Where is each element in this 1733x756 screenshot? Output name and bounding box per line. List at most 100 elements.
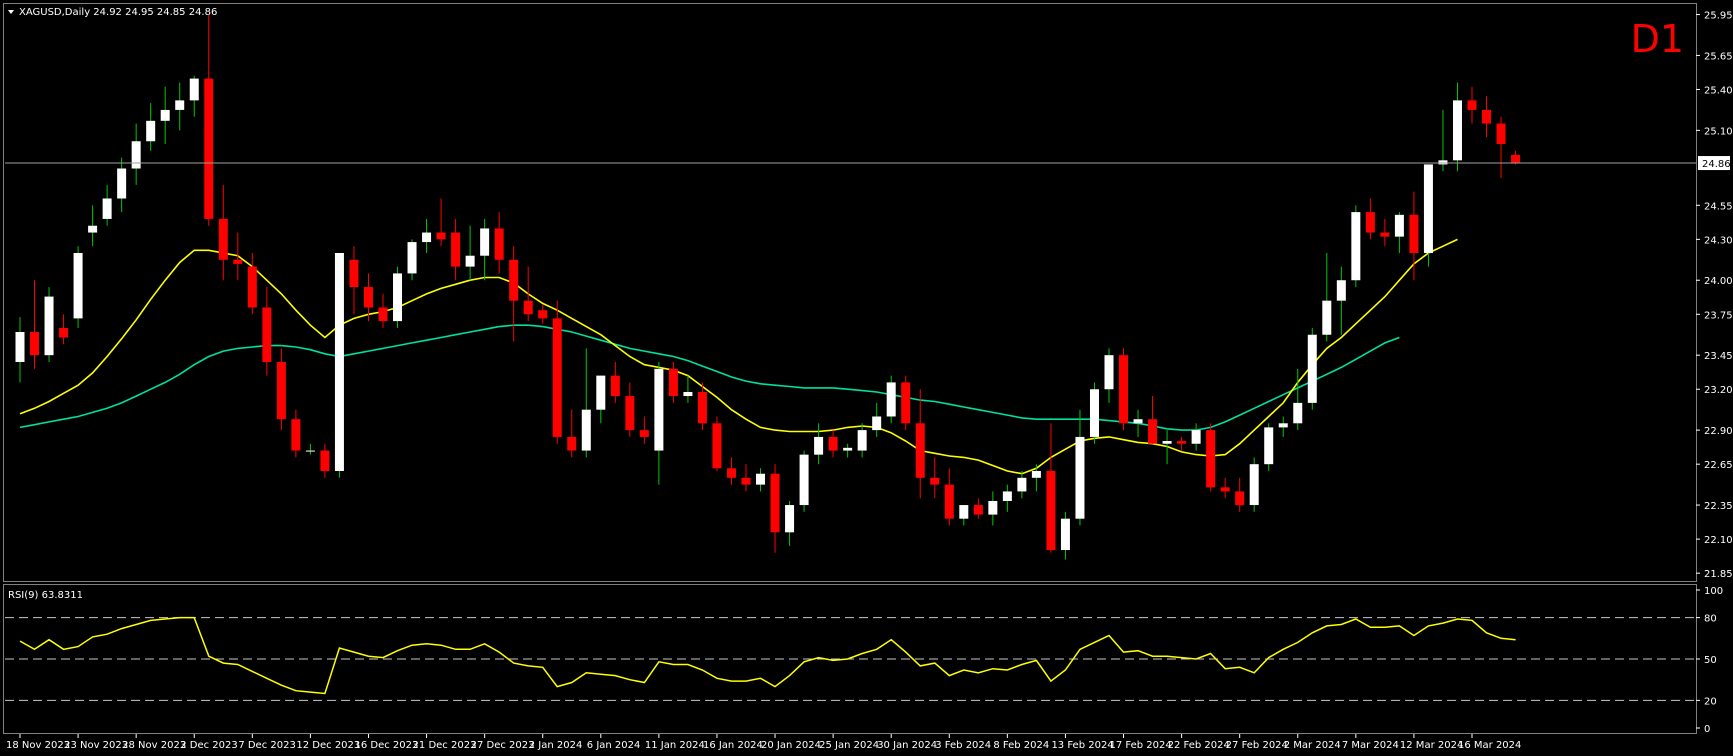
- candle-body: [1162, 441, 1172, 444]
- candle-body: [436, 232, 446, 240]
- dropdown-arrow-icon: [8, 10, 14, 14]
- candle: [465, 225, 475, 281]
- candle: [567, 409, 577, 458]
- candle: [538, 304, 548, 324]
- candle: [233, 232, 243, 281]
- candle-body: [1467, 100, 1477, 110]
- candle-body: [886, 382, 896, 417]
- candle: [785, 500, 795, 546]
- candle: [1365, 198, 1375, 240]
- candle-body: [1394, 214, 1404, 237]
- candle-body: [857, 430, 867, 451]
- candle: [973, 498, 983, 519]
- candle-body: [146, 120, 156, 142]
- price-tick-label: 24.55: [1704, 201, 1733, 212]
- symbol-dropdown[interactable]: XAGUSD,Daily 24.92 24.95 24.85 24.86: [8, 7, 217, 18]
- candle-body: [465, 255, 475, 267]
- candle: [1249, 457, 1259, 512]
- candle-body: [44, 296, 54, 356]
- time-tick-label: 22 Feb 2024: [1168, 740, 1230, 751]
- ma-fast-line: [19, 238, 1458, 475]
- candle-body: [291, 419, 301, 451]
- candle-body: [625, 396, 635, 431]
- candle-body: [1380, 232, 1390, 237]
- candle: [712, 416, 722, 471]
- candle-body: [552, 318, 562, 437]
- candle: [88, 205, 98, 247]
- candle-body: [538, 310, 548, 319]
- candle-body: [1336, 280, 1346, 301]
- candle: [930, 457, 940, 499]
- candle-body: [363, 287, 373, 308]
- candle: [1293, 368, 1303, 431]
- symbol-info: XAGUSD,Daily 24.92 24.95 24.85 24.86: [19, 7, 217, 18]
- candle-body: [1104, 355, 1114, 390]
- candle-body: [741, 477, 751, 485]
- candle: [886, 375, 896, 424]
- candle: [189, 75, 199, 117]
- moving-averages: [19, 238, 1458, 475]
- candle-body: [59, 327, 69, 338]
- candle-body: [1423, 164, 1433, 253]
- time-tick-label: 28 Nov 2023: [122, 740, 186, 751]
- price-tick-label: 22.65: [1704, 460, 1733, 471]
- candle: [480, 218, 490, 281]
- price-tick-label: 25.65: [1704, 51, 1733, 62]
- candle-body: [509, 259, 519, 301]
- candle-body: [973, 505, 983, 515]
- candle-body: [15, 332, 25, 362]
- candle: [1307, 327, 1317, 410]
- candle-body: [654, 368, 664, 451]
- candle-body: [1322, 300, 1332, 335]
- candle: [1075, 409, 1085, 526]
- candle-body: [726, 468, 736, 478]
- candle-body: [1496, 123, 1506, 144]
- time-tick-label: 17 Feb 2024: [1110, 740, 1172, 751]
- time-tick-label: 30 Jan 2024: [877, 740, 937, 751]
- time-tick-label: 2 Jan 2024: [529, 740, 583, 751]
- candle: [1452, 82, 1462, 172]
- candle: [1148, 396, 1158, 444]
- candle: [1496, 116, 1506, 179]
- candle-body: [1235, 491, 1245, 506]
- candle: [799, 450, 809, 512]
- candle-body: [1017, 477, 1027, 492]
- candle: [262, 287, 272, 376]
- candle-body: [1191, 430, 1201, 444]
- time-tick-label: 6 Jan 2024: [587, 740, 641, 751]
- time-tick-label: 2 Dec 2023: [180, 740, 238, 751]
- candle-body: [1089, 389, 1099, 437]
- candle-body: [1148, 419, 1158, 444]
- candle-body: [1031, 470, 1041, 478]
- candle-body: [843, 447, 853, 451]
- candle-body: [930, 477, 940, 485]
- candle: [843, 443, 853, 458]
- price-axis: 25.95 25.65 25.40 25.10 24.55 24.30 24.00 23.75…: [1696, 11, 1733, 580]
- price-tick-label: 24.30: [1704, 235, 1733, 246]
- candle: [814, 423, 824, 465]
- candle: [320, 443, 330, 478]
- candle-body: [451, 232, 461, 267]
- candle: [509, 246, 519, 342]
- candle: [1351, 205, 1361, 288]
- time-tick-label: 3 Feb 2024: [935, 740, 991, 751]
- candle-body: [567, 436, 577, 451]
- candle-body: [320, 450, 330, 471]
- candle: [1423, 164, 1433, 267]
- candle: [59, 314, 69, 345]
- candle-body: [1249, 464, 1259, 506]
- price-tick-label: 23.75: [1704, 310, 1733, 321]
- time-tick-label: 11 Jan 2024: [645, 740, 705, 751]
- time-tick-label: 12 Dec 2023: [296, 740, 360, 751]
- time-tick-label: 21 Dec 2023: [413, 740, 477, 751]
- price-tick-label: 25.10: [1704, 126, 1733, 137]
- time-tick-label: 27 Dec 2023: [471, 740, 535, 751]
- candle-body: [1307, 334, 1317, 403]
- candle: [1264, 423, 1274, 471]
- candle: [334, 252, 344, 478]
- candle: [378, 293, 388, 328]
- candle: [828, 430, 838, 458]
- candle-body: [1409, 214, 1419, 253]
